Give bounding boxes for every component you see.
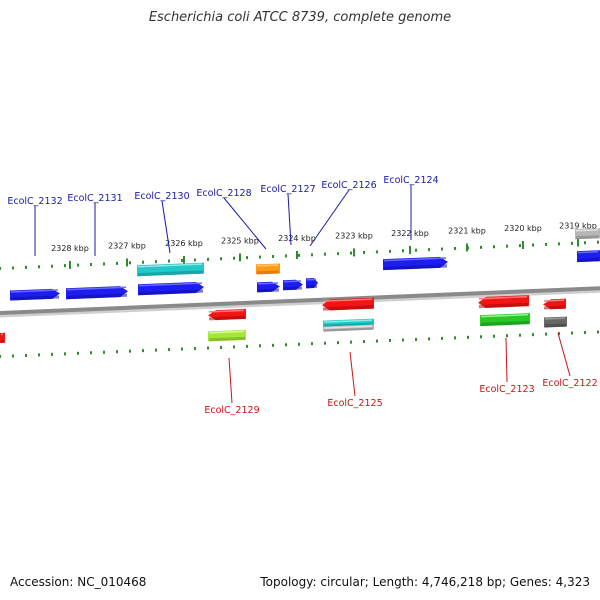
gene-EcolC_2127[interactable] bbox=[283, 279, 303, 291]
gene-shade bbox=[384, 264, 447, 271]
gene-shade bbox=[1, 339, 4, 343]
gene-EcolC_2126[interactable] bbox=[306, 278, 318, 289]
gene-unlabeled-edge-rna[interactable] bbox=[575, 228, 600, 240]
gene-shade bbox=[67, 293, 127, 300]
map-title: Escherichia coli ATCC 8739, complete gen… bbox=[148, 10, 452, 25]
gene-shade bbox=[324, 322, 373, 327]
leader-line bbox=[223, 197, 267, 250]
accession-text: Accession: NC_010468 bbox=[10, 575, 147, 589]
gene-highlight bbox=[66, 286, 127, 291]
gene-EcolC_2130-rna[interactable] bbox=[137, 262, 204, 277]
gene-highlight bbox=[544, 317, 566, 320]
gene-highlight bbox=[323, 319, 373, 323]
gene-shade bbox=[324, 327, 373, 332]
gene-highlight bbox=[138, 282, 203, 287]
gene-highlight bbox=[480, 313, 529, 318]
gene-shade bbox=[139, 289, 203, 296]
topology-text: Topology: circular; Length: 4,746,218 bp… bbox=[260, 575, 590, 589]
gene-EcolC_2128-rna[interactable] bbox=[256, 263, 280, 275]
gene-EcolC_2130[interactable] bbox=[138, 281, 204, 296]
scale-label: 2321 kbp bbox=[448, 226, 486, 235]
leader-line bbox=[161, 200, 171, 254]
gene-label-EcolC_2130[interactable]: EcolC_2130 bbox=[134, 191, 189, 202]
leader-line bbox=[349, 351, 356, 397]
leader-line bbox=[287, 193, 292, 246]
scale-label: 2328 kbp bbox=[51, 244, 89, 253]
gene-shade bbox=[209, 315, 245, 321]
gene-shade bbox=[323, 305, 373, 311]
gene-highlight bbox=[137, 263, 203, 268]
gene-shade bbox=[257, 270, 279, 275]
gene-shade bbox=[578, 257, 599, 263]
gene-shade bbox=[307, 284, 317, 289]
gene-EcolC_2122[interactable] bbox=[543, 298, 566, 310]
gene-shade bbox=[479, 302, 528, 309]
gene-highlight bbox=[256, 264, 279, 267]
gene-label-EcolC_2132[interactable]: EcolC_2132 bbox=[7, 196, 62, 207]
gene-EcolC_2131[interactable] bbox=[66, 286, 128, 300]
scale-label: 2324 kbp bbox=[278, 234, 316, 243]
gene-label-EcolC_2128[interactable]: EcolC_2128 bbox=[196, 188, 251, 199]
gene-unlabeled-edge[interactable] bbox=[577, 250, 600, 263]
gene-EcolC_2122-rna[interactable] bbox=[544, 316, 567, 328]
gene-highlight bbox=[383, 257, 447, 262]
gene-highlight bbox=[478, 295, 528, 300]
scale-label: 2322 kbp bbox=[391, 229, 429, 238]
leader-line bbox=[309, 189, 350, 247]
leader-line bbox=[505, 337, 508, 383]
gene-EcolC_2129[interactable] bbox=[208, 308, 246, 321]
gene-shade bbox=[258, 288, 279, 293]
gene-EcolC_2132[interactable] bbox=[10, 288, 60, 301]
gene-shade bbox=[138, 270, 203, 277]
scale-label: 2327 kbp bbox=[108, 241, 146, 250]
gene-EcolC_2128[interactable] bbox=[257, 281, 280, 293]
gene-highlight bbox=[575, 228, 599, 232]
gene-label-EcolC_2122[interactable]: EcolC_2122 bbox=[542, 378, 597, 389]
gene-highlight bbox=[257, 282, 279, 285]
gene-left-edge[interactable] bbox=[0, 332, 5, 343]
scale-label: 2325 kbp bbox=[221, 236, 259, 245]
scale-label: 2319 kbp bbox=[559, 222, 597, 231]
leader-line bbox=[228, 357, 233, 404]
gene-EcolC_2129-rna[interactable] bbox=[208, 329, 246, 342]
gene-shade bbox=[544, 305, 565, 310]
gene-highlight bbox=[323, 325, 373, 329]
gene-label-EcolC_2123[interactable]: EcolC_2123 bbox=[479, 384, 534, 395]
gene-shade bbox=[284, 286, 302, 291]
gene-EcolC_2125-rna2[interactable] bbox=[323, 324, 374, 332]
gene-EcolC_2125-rna[interactable] bbox=[323, 318, 374, 327]
gene-label-EcolC_2126[interactable]: EcolC_2126 bbox=[321, 180, 376, 191]
gene-label-EcolC_2129[interactable]: EcolC_2129 bbox=[204, 405, 259, 416]
gene-label-EcolC_2127[interactable]: EcolC_2127 bbox=[260, 184, 315, 195]
scale-label: 2320 kbp bbox=[504, 224, 542, 233]
gene-highlight bbox=[10, 289, 59, 293]
gene-EcolC_2123[interactable] bbox=[478, 295, 529, 309]
gene-highlight bbox=[543, 299, 565, 302]
gene-highlight bbox=[577, 250, 599, 254]
gene-EcolC_2124[interactable] bbox=[383, 256, 448, 271]
gene-highlight bbox=[283, 280, 302, 283]
gene-label-EcolC_2124[interactable]: EcolC_2124 bbox=[383, 175, 438, 186]
gene-shade bbox=[11, 295, 59, 301]
gene-shade bbox=[481, 320, 529, 327]
backbone-line bbox=[0, 286, 600, 315]
gene-label-EcolC_2131[interactable]: EcolC_2131 bbox=[67, 193, 122, 204]
gene-EcolC_2125[interactable] bbox=[322, 297, 374, 311]
scale-label: 2326 kbp bbox=[165, 239, 203, 248]
scale-label: 2323 kbp bbox=[335, 231, 373, 240]
gene-EcolC_2123-rna[interactable] bbox=[480, 313, 530, 327]
gene-highlight bbox=[322, 298, 373, 302]
gene-shade bbox=[545, 323, 566, 328]
gene-label-EcolC_2125[interactable]: EcolC_2125 bbox=[327, 398, 382, 409]
leader-line bbox=[557, 332, 571, 377]
gene-shade bbox=[209, 336, 245, 342]
gene-highlight bbox=[208, 330, 245, 334]
gene-shade bbox=[576, 235, 599, 240]
gene-highlight bbox=[208, 309, 245, 313]
